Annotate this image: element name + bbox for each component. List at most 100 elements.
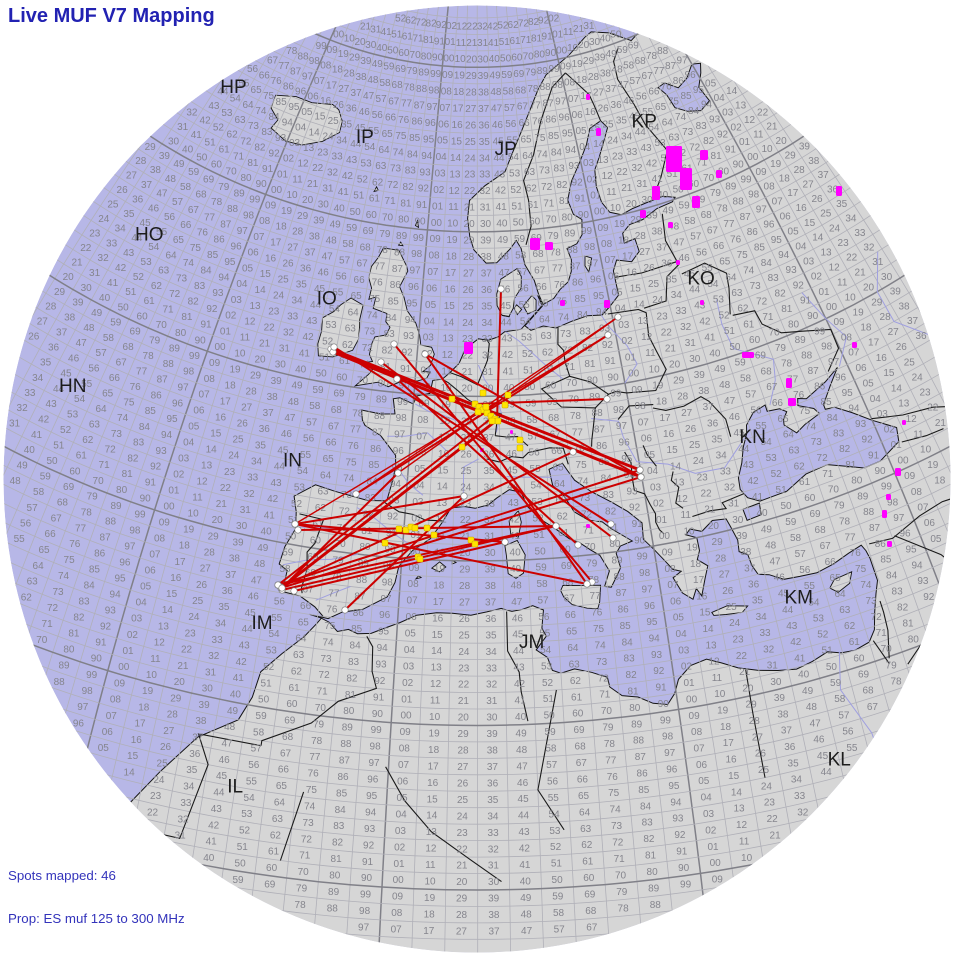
- svg-text:86: 86: [673, 76, 685, 87]
- svg-text:99: 99: [383, 561, 395, 572]
- svg-text:92: 92: [100, 622, 112, 633]
- svg-text:92: 92: [629, 503, 641, 514]
- svg-text:32: 32: [186, 108, 198, 119]
- svg-text:20: 20: [776, 136, 788, 147]
- svg-text:28: 28: [880, 312, 892, 323]
- svg-text:93: 93: [156, 446, 168, 457]
- svg-text:24: 24: [465, 153, 477, 164]
- svg-text:69: 69: [584, 890, 596, 901]
- svg-text:56: 56: [696, 247, 708, 258]
- svg-text:12: 12: [430, 679, 442, 690]
- svg-text:08: 08: [110, 695, 122, 706]
- svg-text:96: 96: [559, 113, 571, 124]
- svg-text:07: 07: [693, 744, 705, 755]
- svg-text:57: 57: [27, 503, 39, 514]
- svg-text:64: 64: [95, 404, 107, 415]
- svg-text:48: 48: [498, 252, 510, 263]
- svg-text:27: 27: [719, 570, 731, 581]
- svg-text:89: 89: [376, 395, 388, 406]
- svg-text:94: 94: [848, 404, 860, 415]
- svg-text:72: 72: [871, 612, 883, 623]
- svg-text:39: 39: [313, 215, 325, 226]
- svg-text:40: 40: [756, 508, 768, 519]
- svg-text:79: 79: [548, 231, 560, 242]
- svg-text:45: 45: [216, 771, 228, 782]
- svg-text:95: 95: [288, 102, 300, 113]
- svg-text:84: 84: [84, 581, 96, 592]
- svg-text:32: 32: [724, 483, 736, 494]
- svg-text:91: 91: [605, 356, 617, 367]
- svg-text:02: 02: [446, 21, 458, 32]
- svg-text:06: 06: [780, 212, 792, 223]
- svg-text:36: 36: [915, 331, 927, 342]
- svg-text:36: 36: [784, 742, 796, 753]
- svg-text:29: 29: [871, 297, 883, 308]
- svg-text:60: 60: [69, 466, 81, 477]
- svg-text:78: 78: [404, 82, 416, 93]
- svg-text:20: 20: [254, 354, 266, 365]
- svg-text:93: 93: [855, 419, 867, 430]
- svg-text:20: 20: [578, 40, 590, 51]
- svg-text:92: 92: [374, 676, 386, 687]
- svg-text:49: 49: [663, 206, 675, 217]
- svg-text:95: 95: [842, 388, 854, 399]
- field-label-IM: IM: [251, 613, 272, 634]
- svg-text:67: 67: [707, 226, 719, 237]
- svg-text:59: 59: [256, 711, 268, 722]
- svg-text:43: 43: [694, 301, 706, 312]
- svg-text:90: 90: [91, 654, 103, 665]
- svg-text:90: 90: [545, 48, 557, 59]
- svg-text:18: 18: [225, 380, 237, 391]
- svg-text:13: 13: [436, 498, 448, 509]
- svg-text:76: 76: [69, 539, 81, 550]
- svg-text:74: 74: [304, 802, 316, 813]
- svg-text:99: 99: [814, 326, 826, 337]
- svg-text:05: 05: [930, 534, 942, 545]
- svg-text:23: 23: [462, 334, 474, 345]
- svg-text:43: 43: [211, 804, 223, 815]
- svg-text:28: 28: [635, 231, 647, 242]
- svg-text:23: 23: [150, 791, 162, 802]
- svg-text:45: 45: [817, 751, 829, 762]
- svg-text:89: 89: [631, 719, 643, 730]
- svg-text:62: 62: [405, 16, 417, 27]
- svg-text:72: 72: [689, 142, 701, 153]
- svg-text:26: 26: [457, 779, 469, 790]
- svg-text:28: 28: [167, 710, 179, 721]
- svg-text:54: 54: [508, 152, 520, 163]
- svg-text:14: 14: [634, 300, 646, 311]
- svg-text:38: 38: [229, 554, 241, 565]
- svg-text:05: 05: [242, 263, 254, 274]
- svg-text:47: 47: [499, 268, 511, 279]
- svg-text:21: 21: [177, 661, 189, 672]
- svg-text:70: 70: [566, 378, 578, 389]
- svg-text:75: 75: [534, 133, 546, 144]
- svg-text:99: 99: [189, 351, 201, 362]
- svg-text:25: 25: [157, 759, 169, 770]
- svg-text:12: 12: [829, 263, 841, 274]
- svg-text:06: 06: [308, 92, 320, 103]
- svg-text:02: 02: [731, 122, 743, 133]
- svg-text:40: 40: [182, 145, 194, 156]
- svg-text:95: 95: [406, 298, 418, 309]
- svg-text:47: 47: [505, 432, 517, 443]
- svg-text:19: 19: [572, 59, 584, 70]
- svg-text:91: 91: [373, 692, 385, 703]
- svg-text:82: 82: [426, 19, 438, 30]
- svg-text:80: 80: [718, 166, 730, 177]
- svg-text:36: 36: [827, 185, 839, 196]
- svg-text:94: 94: [161, 430, 173, 441]
- svg-text:81: 81: [645, 851, 657, 862]
- svg-text:05: 05: [673, 613, 685, 624]
- svg-text:16: 16: [452, 120, 464, 131]
- svg-text:45: 45: [277, 445, 289, 456]
- svg-text:88: 88: [633, 736, 645, 747]
- svg-text:83: 83: [333, 821, 345, 832]
- svg-text:77: 77: [75, 523, 87, 534]
- svg-text:48: 48: [254, 559, 266, 570]
- svg-text:19: 19: [454, 71, 466, 82]
- svg-text:47: 47: [517, 761, 529, 772]
- svg-text:47: 47: [251, 575, 263, 586]
